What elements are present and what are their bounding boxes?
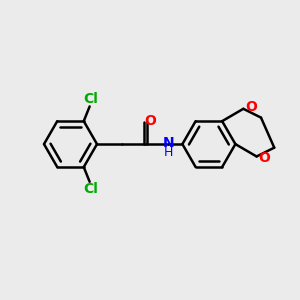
Text: Cl: Cl [83, 92, 98, 106]
Text: O: O [245, 100, 257, 114]
Text: H: H [164, 146, 173, 159]
Text: O: O [145, 114, 157, 128]
Text: Cl: Cl [83, 182, 98, 196]
Text: N: N [162, 136, 174, 150]
Text: O: O [259, 151, 271, 165]
